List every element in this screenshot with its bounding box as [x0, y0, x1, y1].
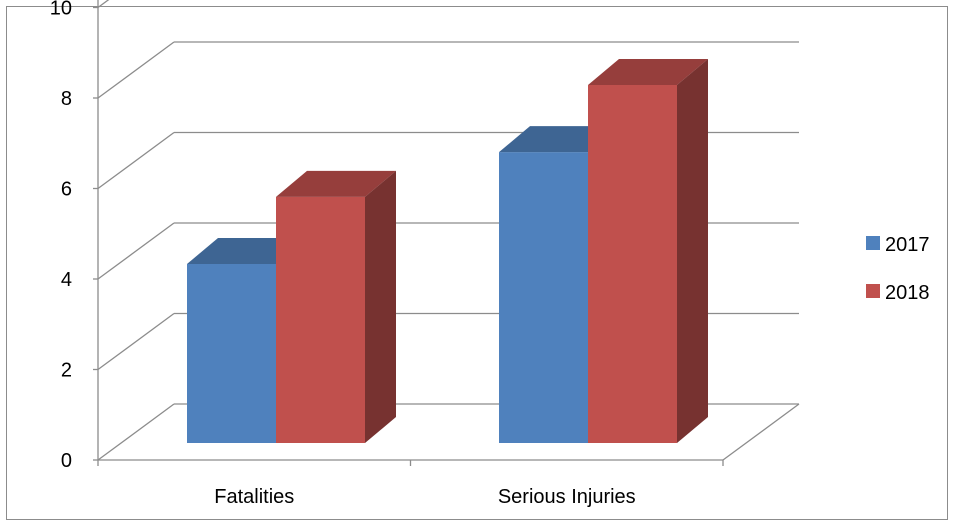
floor-right-edge	[722, 403, 800, 461]
gridline-wall	[97, 222, 175, 280]
legend-label: 2017	[885, 234, 930, 256]
bars	[187, 59, 708, 443]
gridline-wall	[97, 41, 175, 99]
axes	[93, 0, 800, 466]
legend: 2017 2018	[866, 234, 930, 304]
bar-front	[499, 152, 588, 443]
gridline-wall	[97, 0, 110, 9]
legend-label: 2018	[885, 282, 930, 304]
legend-swatch	[866, 236, 880, 250]
x-category-label: Fatalities	[214, 486, 294, 508]
bar-top	[276, 170, 396, 197]
bar-front	[187, 264, 276, 443]
gridline-wall	[97, 312, 175, 371]
x-category-label: Serious Injuries	[498, 486, 636, 508]
bar-front	[588, 85, 677, 443]
x-axis-categories: Fatalities Serious Injuries	[214, 486, 635, 508]
floor-left-edge	[97, 403, 175, 461]
gridline-wall	[97, 131, 175, 190]
y-tick-label: 0	[61, 450, 72, 472]
bar-side	[677, 59, 708, 443]
y-axis-ticks: 0246810121416	[50, 0, 72, 472]
y-tick-label: 6	[61, 179, 72, 201]
bar-top	[588, 59, 708, 85]
y-tick-label: 8	[61, 88, 72, 110]
bar-front	[276, 196, 365, 443]
y-tick-label: 2	[61, 360, 72, 382]
y-tick-label: 4	[61, 269, 72, 291]
chart-area	[6, 6, 948, 520]
y-tick-label: 10	[50, 0, 72, 20]
bar-side	[365, 170, 396, 443]
legend-swatch	[866, 284, 880, 298]
